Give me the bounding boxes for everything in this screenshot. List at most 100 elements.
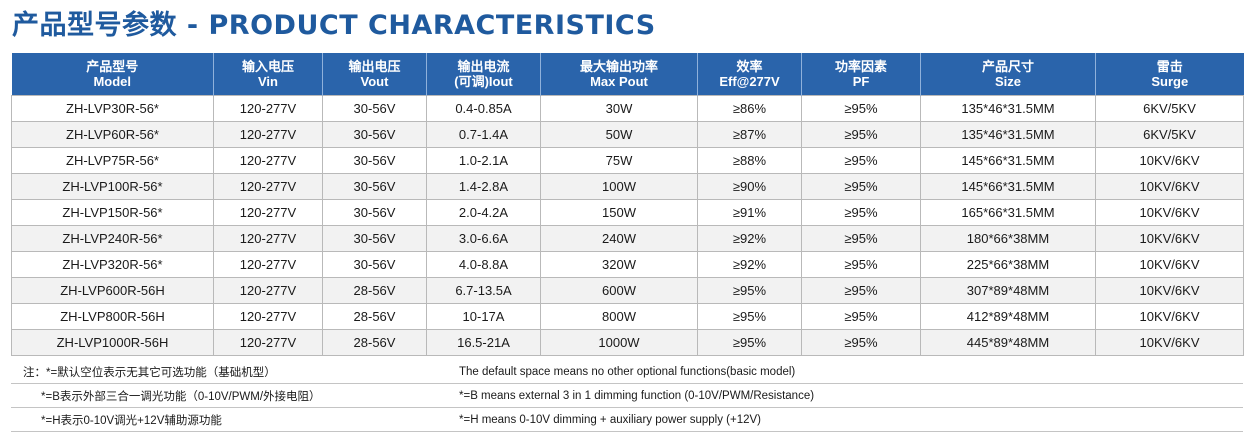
table-cell: 30W bbox=[540, 95, 698, 122]
table-cell: 165*66*31.5MM bbox=[920, 199, 1096, 226]
note-row: *=H表示0-10V调光+12V辅助源功能 *=H means 0-10V dim… bbox=[11, 407, 1243, 432]
table-cell: 412*89*48MM bbox=[920, 303, 1096, 330]
note-en: *=H means 0-10V dimming + auxiliary powe… bbox=[455, 407, 1243, 432]
column-header-cn: 最大输出功率 bbox=[579, 59, 658, 74]
table-cell: 445*89*48MM bbox=[920, 329, 1096, 356]
table-cell: 120-277V bbox=[213, 173, 323, 200]
column-header-cn: 雷击 bbox=[1156, 59, 1183, 74]
column-header-cn: 产品型号 bbox=[86, 59, 139, 74]
table-row: ZH-LVP60R-56* 120-277V 30-56V 0.7-1.4A 50W ≥8… bbox=[11, 121, 1244, 148]
table-cell: 30-56V bbox=[322, 199, 427, 226]
table-cell: 120-277V bbox=[213, 147, 323, 174]
table-cell: 6KV/5KV bbox=[1095, 121, 1244, 148]
table-cell: 135*46*31.5MM bbox=[920, 95, 1096, 122]
table-cell: 30-56V bbox=[322, 225, 427, 252]
table-cell: 30-56V bbox=[322, 251, 427, 278]
table-cell: ≥92% bbox=[697, 225, 802, 252]
column-header-en: Vin bbox=[258, 74, 278, 89]
table-cell: ZH-LVP600R-56H bbox=[11, 277, 214, 304]
column-header-en: Surge bbox=[1151, 74, 1189, 89]
table-cell: ≥95% bbox=[801, 277, 921, 304]
table-cell: 6KV/5KV bbox=[1095, 95, 1244, 122]
table-cell: 120-277V bbox=[213, 225, 323, 252]
note-cn: *=H表示0-10V调光+12V辅助源功能 bbox=[11, 407, 455, 432]
column-header-cn: 输出电流 bbox=[457, 59, 510, 74]
column-header-en: PF bbox=[852, 74, 870, 89]
table-row: ZH-LVP1000R-56H 120-277V 28-56V 16.5-21A 100… bbox=[11, 329, 1244, 356]
column-header: 最大输出功率 Max Pout bbox=[540, 53, 698, 96]
table-cell: ≥95% bbox=[801, 173, 921, 200]
table-cell: 600W bbox=[540, 277, 698, 304]
table-row: ZH-LVP150R-56* 120-277V 30-56V 2.0-4.2A 150W… bbox=[11, 199, 1244, 226]
table-row: ZH-LVP800R-56H 120-277V 28-56V 10-17A 800W ≥9… bbox=[11, 303, 1244, 330]
table-cell: 0.7-1.4A bbox=[426, 121, 541, 148]
column-header: 效率 Eff@277V bbox=[697, 53, 802, 96]
table-body: ZH-LVP30R-56* 120-277V 30-56V 0.4-0.85A 30W ≥… bbox=[11, 95, 1244, 356]
column-header: 产品型号 Model bbox=[11, 53, 214, 96]
column-header-en: Size bbox=[994, 74, 1021, 89]
header-row: 产品型号 Model 输入电压 Vin 输出电压 Vout 输出电流 (可调)Iout 最大输出… bbox=[11, 53, 1244, 96]
table-cell: 135*46*31.5MM bbox=[920, 121, 1096, 148]
table-cell: 30-56V bbox=[322, 95, 427, 122]
table-cell: ≥95% bbox=[697, 277, 802, 304]
table-cell: 3.0-6.6A bbox=[426, 225, 541, 252]
table-cell: ≥86% bbox=[697, 95, 802, 122]
table-cell: 10KV/6KV bbox=[1095, 199, 1244, 226]
table-row: ZH-LVP30R-56* 120-277V 30-56V 0.4-0.85A 30W ≥… bbox=[11, 95, 1244, 122]
notes-body: 注：*=默认空位表示无其它可选功能（基础机型） The default space… bbox=[11, 360, 1243, 432]
column-header: 输出电压 Vout bbox=[322, 53, 427, 96]
table-cell: ≥92% bbox=[697, 251, 802, 278]
table-cell: 75W bbox=[540, 147, 698, 174]
table-cell: 6.7-13.5A bbox=[426, 277, 541, 304]
table-cell: 10KV/6KV bbox=[1095, 147, 1244, 174]
table-row: ZH-LVP320R-56* 120-277V 30-56V 4.0-8.8A 320W… bbox=[11, 251, 1244, 278]
table-cell: ZH-LVP240R-56* bbox=[11, 225, 214, 252]
table-cell: 10-17A bbox=[426, 303, 541, 330]
column-header-en: Model bbox=[93, 74, 132, 89]
page-title: 产品型号参数 - PRODUCT CHARACTERISTICS bbox=[12, 10, 656, 41]
column-header-en: (可调)Iout bbox=[454, 74, 513, 89]
table-cell: 240W bbox=[540, 225, 698, 252]
table-row: ZH-LVP100R-56* 120-277V 30-56V 1.4-2.8A 100W… bbox=[11, 173, 1244, 200]
column-header-cn: 效率 bbox=[736, 59, 763, 74]
table-cell: 0.4-0.85A bbox=[426, 95, 541, 122]
table-cell: 28-56V bbox=[322, 277, 427, 304]
table-cell: 30-56V bbox=[322, 173, 427, 200]
column-header: 雷击 Surge bbox=[1095, 53, 1244, 96]
table-cell: 180*66*38MM bbox=[920, 225, 1096, 252]
table-cell: ≥91% bbox=[697, 199, 802, 226]
table-cell: 10KV/6KV bbox=[1095, 329, 1244, 356]
table-cell: 120-277V bbox=[213, 95, 323, 122]
table-cell: 16.5-21A bbox=[426, 329, 541, 356]
notes-table: 注：*=默认空位表示无其它可选功能（基础机型） The default space… bbox=[11, 360, 1243, 432]
table-cell: ≥88% bbox=[697, 147, 802, 174]
column-header-cn: 功率因素 bbox=[834, 59, 887, 74]
table-cell: ≥90% bbox=[697, 173, 802, 200]
table-cell: 120-277V bbox=[213, 329, 323, 356]
table-cell: 1.0-2.1A bbox=[426, 147, 541, 174]
table-cell: 145*66*31.5MM bbox=[920, 147, 1096, 174]
table-cell: 10KV/6KV bbox=[1095, 251, 1244, 278]
note-en: *=B means external 3 in 1 dimming functi… bbox=[455, 383, 1243, 408]
table-cell: ≥95% bbox=[697, 329, 802, 356]
table-cell: ≥95% bbox=[697, 303, 802, 330]
table-cell: ZH-LVP1000R-56H bbox=[11, 329, 214, 356]
table-cell: 10KV/6KV bbox=[1095, 277, 1244, 304]
product-table: 产品型号 Model 输入电压 Vin 输出电压 Vout 输出电流 (可调)Iout 最大输出… bbox=[11, 53, 1244, 356]
note-cn: 注：*=默认空位表示无其它可选功能（基础机型） bbox=[11, 360, 455, 384]
table-cell: 320W bbox=[540, 251, 698, 278]
column-header-en: Max Pout bbox=[590, 74, 648, 89]
table-cell: ≥95% bbox=[801, 121, 921, 148]
table-cell: 100W bbox=[540, 173, 698, 200]
table-cell: 2.0-4.2A bbox=[426, 199, 541, 226]
table-cell: 30-56V bbox=[322, 121, 427, 148]
table-cell: ≥95% bbox=[801, 147, 921, 174]
table-cell: ZH-LVP100R-56* bbox=[11, 173, 214, 200]
table-cell: 150W bbox=[540, 199, 698, 226]
note-en: The default space means no other optiona… bbox=[455, 360, 1243, 384]
table-cell: 307*89*48MM bbox=[920, 277, 1096, 304]
column-header: 输入电压 Vin bbox=[213, 53, 323, 96]
table-cell: 28-56V bbox=[322, 303, 427, 330]
column-header: 产品尺寸 Size bbox=[920, 53, 1096, 96]
table-cell: ZH-LVP320R-56* bbox=[11, 251, 214, 278]
